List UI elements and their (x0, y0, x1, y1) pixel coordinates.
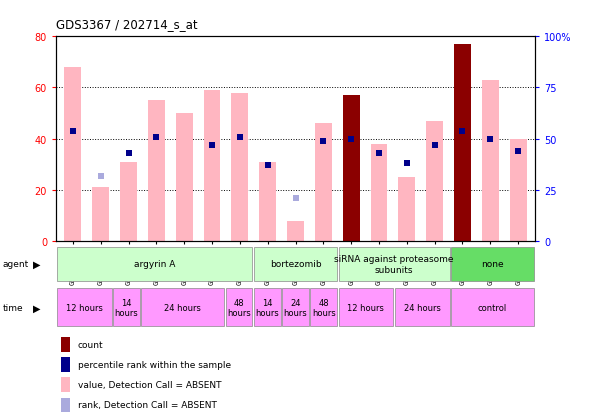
Text: argyrin A: argyrin A (134, 260, 176, 269)
Bar (64, 68, 81, 242)
Bar (426, 121, 443, 242)
Point (124, 150, 133, 157)
Bar (454, 45, 471, 242)
Bar (141, 289, 224, 327)
Bar (176, 114, 193, 242)
Text: control: control (478, 303, 507, 312)
Bar (371, 145, 387, 242)
Text: ▶: ▶ (33, 303, 40, 313)
Text: 14
hours: 14 hours (115, 298, 138, 317)
Bar (259, 162, 276, 242)
Text: 14
hours: 14 hours (255, 298, 279, 317)
Point (96, 173, 105, 180)
Text: siRNA against proteasome
subunits: siRNA against proteasome subunits (335, 255, 454, 274)
Bar (398, 178, 415, 242)
Bar (113, 289, 140, 327)
Point (319, 138, 328, 145)
Bar (232, 93, 248, 242)
Text: 24 hours: 24 hours (164, 303, 202, 312)
Text: 48
hours: 48 hours (312, 298, 336, 317)
Bar (451, 247, 534, 281)
Text: percentile rank within the sample: percentile rank within the sample (77, 360, 231, 369)
Text: 12 hours: 12 hours (66, 303, 103, 312)
Point (486, 136, 495, 143)
Bar (310, 289, 337, 327)
Text: 12 hours: 12 hours (348, 303, 384, 312)
Bar (451, 289, 534, 327)
Bar (482, 81, 499, 242)
Point (263, 163, 272, 169)
Text: ▶: ▶ (33, 259, 40, 269)
Bar (57, 289, 112, 327)
Bar (254, 289, 281, 327)
Text: 48
hours: 48 hours (228, 298, 251, 317)
Bar (61, 337, 70, 352)
Text: GDS3367 / 202714_s_at: GDS3367 / 202714_s_at (56, 18, 198, 31)
Point (458, 128, 467, 135)
Bar (395, 289, 450, 327)
Point (374, 150, 384, 157)
Point (207, 142, 217, 149)
Bar (92, 188, 109, 242)
Point (402, 161, 411, 167)
Point (514, 148, 523, 155)
Bar (287, 221, 304, 242)
Text: value, Detection Call = ABSENT: value, Detection Call = ABSENT (77, 380, 221, 389)
Text: 24
hours: 24 hours (284, 298, 307, 317)
Bar (61, 398, 70, 412)
Text: count: count (77, 340, 103, 349)
Point (346, 136, 356, 143)
Point (235, 134, 245, 141)
Bar (343, 96, 359, 242)
Point (68, 128, 77, 135)
Bar (315, 124, 332, 242)
Bar (282, 289, 309, 327)
Bar (204, 91, 220, 242)
Text: rank, Detection Call = ABSENT: rank, Detection Call = ABSENT (77, 401, 216, 409)
Text: none: none (481, 260, 504, 269)
Bar (510, 140, 527, 242)
Bar (61, 357, 70, 372)
Point (152, 134, 161, 141)
Bar (339, 247, 450, 281)
Bar (339, 289, 393, 327)
Text: agent: agent (3, 260, 29, 269)
Text: time: time (3, 303, 24, 312)
Bar (120, 162, 137, 242)
Text: bortezomib: bortezomib (269, 260, 322, 269)
Text: 24 hours: 24 hours (404, 303, 441, 312)
Bar (254, 247, 337, 281)
Bar (148, 101, 165, 242)
Point (291, 195, 300, 202)
Bar (226, 289, 252, 327)
Point (430, 142, 439, 149)
Bar (57, 247, 252, 281)
Bar (61, 377, 70, 392)
